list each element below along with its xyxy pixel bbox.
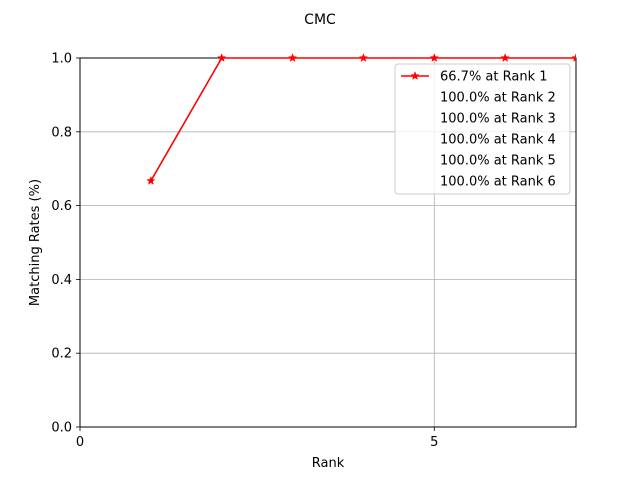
x-tick-label: 0	[76, 435, 84, 450]
data-point	[287, 53, 298, 62]
series-layer	[146, 53, 576, 185]
series-group	[146, 53, 576, 185]
legend-marker	[410, 71, 420, 80]
legend-entry: 100.0% at Rank 3	[440, 112, 556, 127]
y-tick-label: 0.2	[51, 347, 72, 362]
legend-entry: 66.7% at Rank 1	[440, 70, 548, 85]
y-tick-label: 0.6	[51, 199, 72, 214]
data-point	[500, 53, 510, 62]
x-axis-label: Rank	[312, 456, 345, 471]
y-tick-label: 0.8	[51, 125, 72, 140]
y-tick-label: 0.4	[51, 273, 72, 288]
legend-entry: 100.0% at Rank 4	[440, 133, 556, 148]
data-point	[429, 53, 439, 62]
legend-entry: 100.0% at Rank 2	[440, 91, 556, 106]
data-point	[571, 53, 576, 62]
ticks-layer: 0.0 0.2 0.4 0.6 0.8 1.0 0 5	[51, 52, 438, 451]
y-axis-label: Matching Rates (%)	[28, 179, 43, 306]
legend-entry: 100.0% at Rank 5	[440, 154, 556, 169]
legend-entry: 100.0% at Rank 6	[440, 175, 556, 190]
legend-box	[394, 63, 571, 195]
x-tick-label: 5	[430, 435, 438, 450]
data-point	[358, 53, 369, 62]
data-point	[217, 53, 227, 62]
chart-title: CMC	[304, 12, 336, 28]
legend: 66.7% at Rank 1 100.0% at Rank 2 100.0% at…	[394, 63, 571, 195]
y-tick-label: 0.0	[51, 421, 72, 436]
data-point	[146, 175, 156, 185]
y-tick-label: 1.0	[51, 52, 72, 67]
